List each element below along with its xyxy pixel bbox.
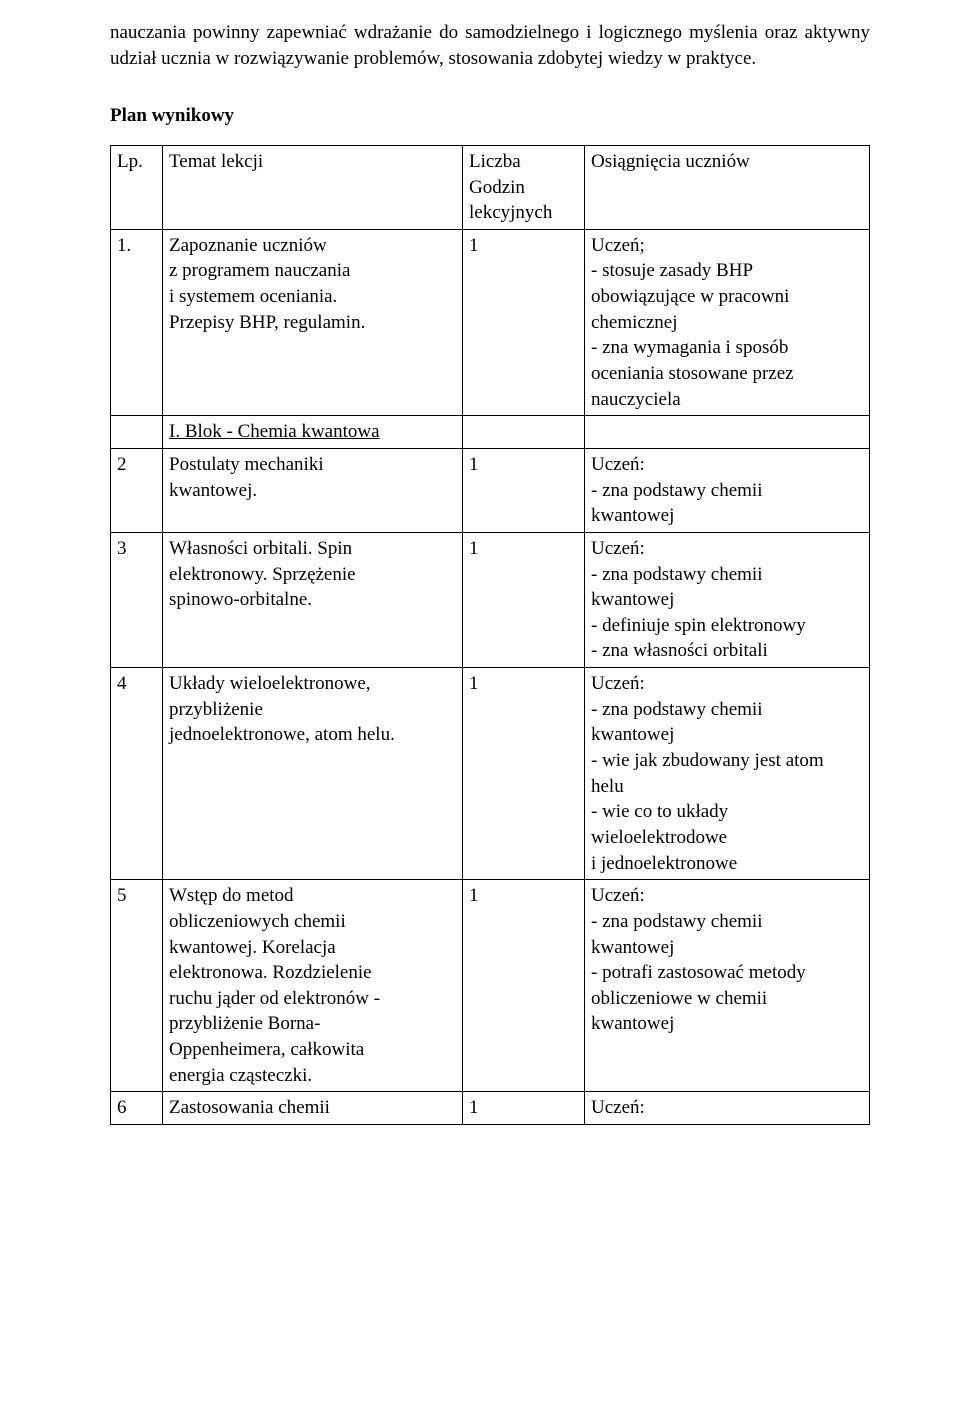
outcome-line: obliczeniowe w chemii [591,988,767,1009]
topic-line: elektronowa. Rozdzielenie [169,962,372,983]
outcome-line: kwantowej [591,589,674,610]
outcome-line: chemicznej [591,312,678,333]
header-liczba-l2: Godzin [469,177,525,198]
outcome-line: - wie co to układy [591,801,728,822]
topic-line: przybliżenie [169,699,263,720]
cell-outcomes: Uczeń: - zna podstawy chemii kwantowej [585,448,870,532]
cell-outcomes [585,416,870,449]
topic-line: obliczeniowych chemii [169,911,346,932]
cell-num: 1. [111,229,163,415]
table-row: 5 Wstęp do metod obliczeniowych chemii k… [111,880,870,1092]
cell-num: 2 [111,448,163,532]
topic-line: energia cząsteczki. [169,1065,312,1086]
cell-outcomes: Uczeń: - zna podstawy chemii kwantowej -… [585,880,870,1092]
topic-line: kwantowej. [169,480,257,501]
header-osiagniecia: Osiągnięcia uczniów [585,145,870,229]
outcome-line: kwantowej [591,505,674,526]
cell-num: 6 [111,1092,163,1125]
outcome-line: helu [591,776,624,797]
outcome-line: Uczeń: [591,885,645,906]
outcome-line: kwantowej [591,1013,674,1034]
topic-line: Wstęp do metod [169,885,294,906]
outcome-line: Uczeń: [591,538,645,559]
cell-topic: Zastosowania chemii [163,1092,463,1125]
header-liczba: Liczba Godzin lekcyjnych [463,145,585,229]
topic-line: Zastosowania chemii [169,1097,330,1118]
header-temat: Temat lekcji [163,145,463,229]
header-lp: Lp. [111,145,163,229]
topic-line: ruchu jąder od elektronów - [169,988,380,1009]
outcome-line: - zna podstawy chemii [591,480,762,501]
outcome-line: - zna własności orbitali [591,640,768,661]
outcome-line: - zna podstawy chemii [591,699,762,720]
topic-line: Układy wieloelektronowe, [169,673,371,694]
table-header-row: Lp. Temat lekcji Liczba Godzin lekcyjnyc… [111,145,870,229]
topic-line: przybliżenie Borna- [169,1013,320,1034]
table-row: 2 Postulaty mechaniki kwantowej. 1 Uczeń… [111,448,870,532]
cell-num: 3 [111,532,163,667]
cell-hours: 1 [463,532,585,667]
outcome-line: nauczyciela [591,389,681,410]
cell-topic: Układy wieloelektronowe, przybliżenie je… [163,668,463,880]
outcome-line: Uczeń: [591,1097,645,1118]
table-row: 3 Własności orbitali. Spin elektronowy. … [111,532,870,667]
cell-topic: Własności orbitali. Spin elektronowy. Sp… [163,532,463,667]
outcome-line: Uczeń; [591,235,645,256]
topic-line: z programem nauczania [169,260,350,281]
outcome-line: kwantowej [591,937,674,958]
header-liczba-l3: lekcyjnych [469,202,552,223]
outcome-line: Uczeń: [591,673,645,694]
outcome-line: - potrafi zastosować metody [591,962,806,983]
topic-line: spinowo-orbitalne. [169,589,312,610]
cell-num: 4 [111,668,163,880]
outcome-line: - stosuje zasady BHP [591,260,753,281]
outcome-line: - zna wymagania i sposób [591,337,788,358]
cell-topic: Postulaty mechaniki kwantowej. [163,448,463,532]
outcome-line: - zna podstawy chemii [591,911,762,932]
topic-line: Własności orbitali. Spin [169,538,352,559]
cell-hours: 1 [463,1092,585,1125]
cell-num: 5 [111,880,163,1092]
intro-paragraph: nauczania powinny zapewniać wdrażanie do… [110,20,870,71]
cell-outcomes: Uczeń: - zna podstawy chemii kwantowej -… [585,668,870,880]
outcome-line: obowiązujące w pracowni [591,286,789,307]
cell-num [111,416,163,449]
outcome-line: i jednoelektronowe [591,853,737,874]
topic-line: Oppenheimera, całkowita [169,1039,364,1060]
section-heading: Plan wynikowy [110,103,870,129]
outcome-line: - zna podstawy chemii [591,564,762,585]
table-row: 6 Zastosowania chemii 1 Uczeń: [111,1092,870,1125]
topic-line: kwantowej. Korelacja [169,937,336,958]
cell-hours: 1 [463,229,585,415]
topic-line: elektronowy. Sprzężenie [169,564,356,585]
cell-hours [463,416,585,449]
table-row: 4 Układy wieloelektronowe, przybliżenie … [111,668,870,880]
outcome-line: Uczeń: [591,454,645,475]
cell-outcomes: Uczeń: [585,1092,870,1125]
topic-line: Przepisy BHP, regulamin. [169,312,365,333]
cell-topic: Wstęp do metod obliczeniowych chemii kwa… [163,880,463,1092]
cell-hours: 1 [463,880,585,1092]
outcome-line: oceniania stosowane przez [591,363,794,384]
topic-line: Postulaty mechaniki [169,454,324,475]
topic-line: Zapoznanie uczniów [169,235,327,256]
topic-line: i systemem oceniania. [169,286,337,307]
block-title: I. Blok - Chemia kwantowa [169,421,380,442]
cell-outcomes: Uczeń: - zna podstawy chemii kwantowej -… [585,532,870,667]
cell-hours: 1 [463,668,585,880]
outcome-line: - wie jak zbudowany jest atom [591,750,824,771]
cell-hours: 1 [463,448,585,532]
plan-table: Lp. Temat lekcji Liczba Godzin lekcyjnyc… [110,145,870,1125]
topic-line: jednoelektronowe, atom helu. [169,724,395,745]
table-row: I. Blok - Chemia kwantowa [111,416,870,449]
outcome-line: kwantowej [591,724,674,745]
table-row: 1. Zapoznanie uczniów z programem naucza… [111,229,870,415]
outcome-line: wieloelektrodowe [591,827,727,848]
cell-block-title: I. Blok - Chemia kwantowa [163,416,463,449]
cell-outcomes: Uczeń; - stosuje zasady BHP obowiązujące… [585,229,870,415]
outcome-line: - definiuje spin elektronowy [591,615,806,636]
cell-topic: Zapoznanie uczniów z programem nauczania… [163,229,463,415]
header-liczba-l1: Liczba [469,151,521,172]
